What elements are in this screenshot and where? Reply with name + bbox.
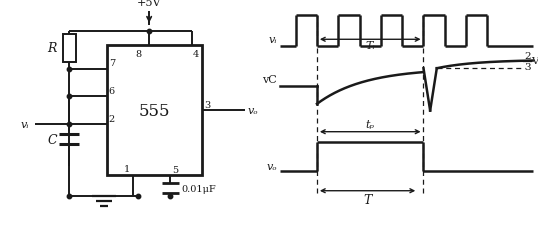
Text: +5V: +5V <box>137 0 161 8</box>
Text: R: R <box>47 42 56 55</box>
Text: vᵢ: vᵢ <box>268 35 277 45</box>
Text: 3: 3 <box>524 62 530 71</box>
Bar <box>107 46 202 176</box>
Text: Tᵢ: Tᵢ <box>365 41 375 51</box>
Text: 4: 4 <box>193 50 199 59</box>
Text: Vᴄᴄ: Vᴄᴄ <box>532 57 538 66</box>
Text: C: C <box>47 133 56 146</box>
Text: vC: vC <box>262 74 277 85</box>
Text: 1: 1 <box>124 164 131 173</box>
Text: 8: 8 <box>135 50 141 59</box>
Text: T: T <box>363 193 372 206</box>
Text: 2: 2 <box>109 115 115 124</box>
Bar <box>62 35 76 62</box>
Text: vₒ: vₒ <box>247 106 258 116</box>
Text: 5: 5 <box>173 165 179 174</box>
Text: tₚ: tₚ <box>366 120 375 130</box>
Text: vₒ: vₒ <box>266 161 277 171</box>
Text: 3: 3 <box>204 101 211 110</box>
Text: 555: 555 <box>139 102 170 119</box>
Text: vᵢ: vᵢ <box>21 120 29 130</box>
Text: 7: 7 <box>109 59 115 68</box>
Text: 2: 2 <box>524 52 530 61</box>
Text: 6: 6 <box>109 87 115 96</box>
Text: 0.01μF: 0.01μF <box>182 184 216 193</box>
